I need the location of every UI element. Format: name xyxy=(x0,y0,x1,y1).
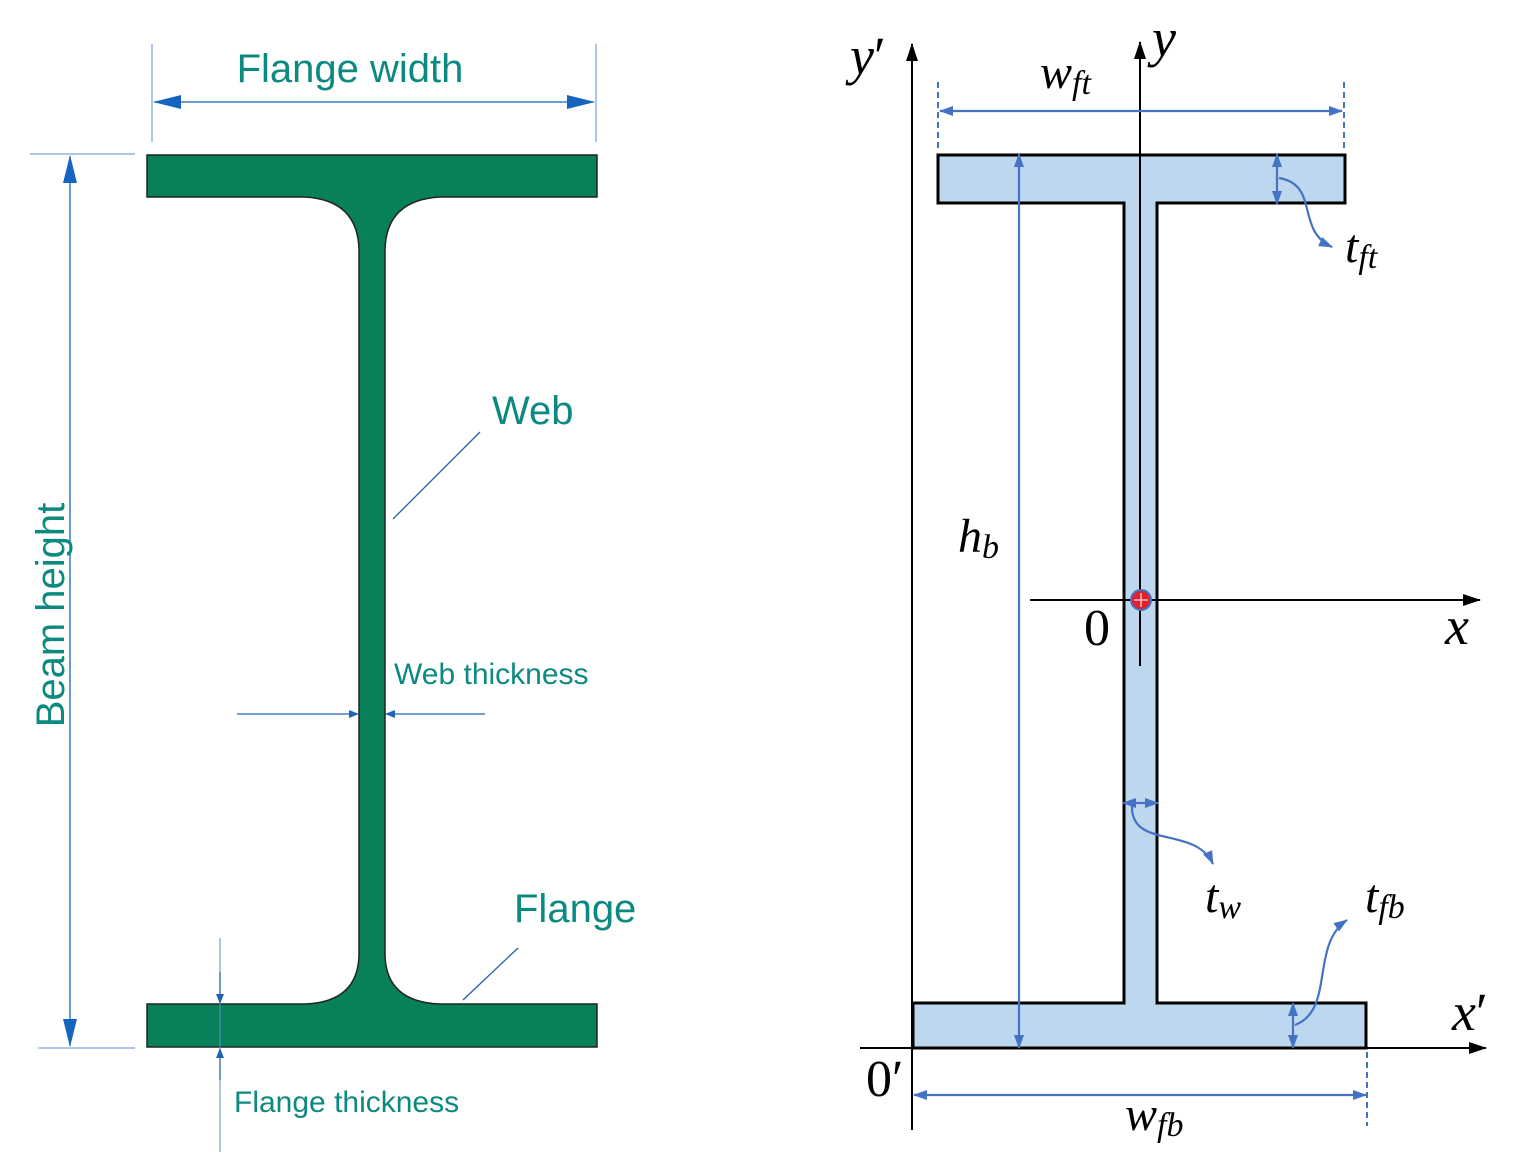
t-w-leader xyxy=(1130,804,1214,865)
t-fb-label: tfb xyxy=(1365,870,1405,926)
web-thickness-label: Web thickness xyxy=(394,658,589,691)
x-label: x xyxy=(1444,596,1469,656)
t-ft-leader xyxy=(1278,176,1333,248)
flange-leader xyxy=(462,947,519,1001)
t-ft-label: tft xyxy=(1345,220,1379,276)
origin-label: 0 xyxy=(1084,600,1110,657)
i-beam-shape xyxy=(146,154,598,1048)
beam-height-label: Beam height xyxy=(29,503,73,728)
h-b-label: hb xyxy=(958,510,999,566)
y-label: y xyxy=(1147,8,1176,68)
t-w-label: tw xyxy=(1205,870,1241,926)
x-prime-label: x′ xyxy=(1451,982,1488,1042)
left-panel: Flange width Beam height Web Web thickne… xyxy=(29,44,636,1152)
flange-width-label: Flange width xyxy=(237,47,464,91)
flange-label: Flange xyxy=(514,887,636,931)
y-prime-label: y′ xyxy=(845,26,886,86)
web-label: Web xyxy=(492,389,574,433)
web-leader xyxy=(392,431,481,520)
right-panel: wft tft hb tw tfb wfb y xyxy=(845,8,1488,1144)
origin-prime-label: 0′ xyxy=(866,1051,903,1108)
flange-thickness-label: Flange thickness xyxy=(234,1086,459,1119)
t-fb-leader xyxy=(1294,919,1348,1027)
w-fb-label: wfb xyxy=(1125,1088,1183,1144)
w-ft-label: wft xyxy=(1040,46,1092,102)
